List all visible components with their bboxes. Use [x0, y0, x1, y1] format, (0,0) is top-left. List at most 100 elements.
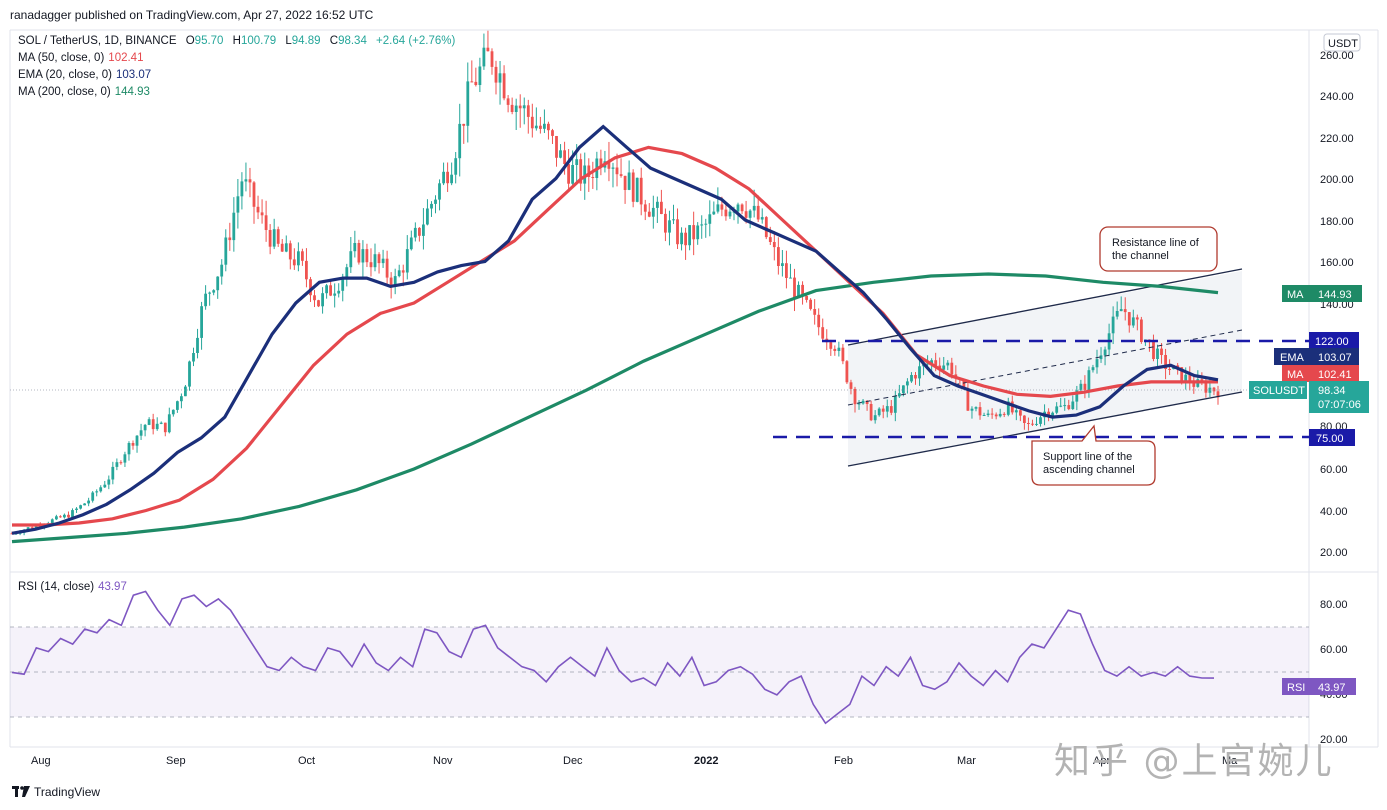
tag-ema-box — [1274, 348, 1359, 365]
candle-body — [321, 293, 324, 307]
candle-body — [494, 66, 498, 83]
legend-ema20[interactable]: EMA (20, close, 0) 103.07 — [18, 69, 151, 81]
candle-body — [571, 165, 574, 184]
candle-body — [599, 158, 603, 168]
candle-body — [591, 177, 595, 178]
candle-body — [1184, 374, 1188, 383]
legend-ma50[interactable]: MA (50, close, 0) 102.41 — [18, 52, 143, 64]
candle-body — [712, 211, 716, 215]
legend-rsi[interactable]: RSI (14, close) 43.97 — [18, 581, 127, 593]
tag-level-122-box — [1309, 332, 1359, 349]
tag-last-price[interactable]: SOLUSDT 98.34 07:07:06 — [1249, 381, 1369, 413]
candle-body — [708, 214, 712, 224]
price-tick-160: 160.00 — [1320, 257, 1354, 269]
candles-layer — [10, 30, 1220, 536]
tag-level-75[interactable]: 75.00 — [1309, 429, 1355, 446]
ma50-line[interactable] — [12, 145, 1218, 527]
candle-body — [155, 423, 159, 430]
candle-body — [151, 419, 155, 430]
candle-body — [1131, 317, 1135, 326]
watermark: 知乎 @上官婉儿 — [1054, 741, 1334, 782]
time-tick-dec: Dec — [563, 755, 583, 767]
candle-body — [1010, 401, 1014, 413]
candle-body — [192, 353, 195, 362]
footer-brand[interactable]: TradingView — [12, 785, 100, 799]
candle-body — [232, 212, 236, 241]
candle-body — [668, 220, 671, 233]
price-tick-20: 20.00 — [1320, 547, 1348, 559]
candle-body — [530, 116, 534, 129]
candle-body — [962, 380, 966, 389]
candle-body — [430, 203, 433, 209]
tag-rsi-value: 43.97 — [1318, 682, 1346, 694]
resistance-callout[interactable]: Resistance line of the channel — [1099, 226, 1218, 272]
candle-body — [34, 525, 38, 529]
candle-body — [728, 211, 732, 217]
candle-body — [397, 270, 401, 277]
time-tick-may: Ma — [1222, 755, 1238, 767]
candle-body — [647, 211, 651, 217]
candle-body — [1216, 391, 1220, 398]
candle-body — [422, 224, 425, 236]
rsi-tick-60: 60.00 — [1320, 644, 1348, 656]
legend-ma50-value: 102.41 — [108, 52, 144, 64]
candle-body — [756, 205, 760, 220]
currency-badge-box[interactable] — [1323, 33, 1361, 52]
candle-body — [817, 314, 821, 328]
candle-body — [615, 167, 619, 175]
candle-body — [869, 404, 873, 421]
tag-level-122-value: 122.00 — [1315, 336, 1349, 348]
resistance-line[interactable] — [847, 268, 1243, 346]
channel-midline[interactable] — [847, 329, 1243, 406]
candle-body — [772, 242, 776, 248]
tag-ma50-box — [1282, 365, 1359, 382]
tag-last-value: 98.34 — [1318, 385, 1346, 397]
candle-body — [393, 276, 397, 287]
ema20-line[interactable] — [11, 124, 1219, 535]
candle-body — [228, 237, 232, 241]
legend-symbol-row: SOL / TetherUS, 1D, BINANCE O95.70 H100.… — [18, 35, 455, 47]
candle-body — [1095, 359, 1099, 368]
time-tick-sep: Sep — [166, 755, 186, 767]
tag-ma200[interactable]: MA 144.93 — [1282, 285, 1362, 302]
candle-body — [345, 267, 349, 278]
candle-body — [1115, 311, 1119, 317]
candle-body — [1168, 369, 1171, 370]
candle-body — [454, 158, 458, 175]
candle-body — [123, 454, 127, 463]
legend-rsi-label: RSI (14, close) — [18, 581, 95, 593]
rsi-tick-80: 80.00 — [1320, 599, 1348, 611]
ma200-line[interactable] — [11, 272, 1219, 544]
candle-body — [171, 409, 175, 415]
candle-body — [1127, 312, 1131, 326]
tag-level-122[interactable]: 122.00 — [1309, 332, 1359, 349]
legend-symbol[interactable]: SOL / TetherUS, 1D, BINANCE — [18, 35, 177, 47]
published-by: ranadagger published on TradingView.com,… — [10, 8, 374, 22]
candle-body — [950, 362, 954, 375]
legend-ma200[interactable]: MA (200, close, 0) 144.93 — [18, 86, 150, 98]
support-callout-line1: Support line of the — [1043, 451, 1132, 463]
rsi-line[interactable] — [11, 590, 1215, 725]
legend-ema20-value: 103.07 — [115, 69, 152, 81]
candle-body — [829, 342, 833, 349]
candle-body — [389, 277, 393, 287]
candle-body — [135, 435, 139, 446]
tag-ma50[interactable]: MA 102.41 — [1282, 365, 1359, 382]
tag-ema[interactable]: EMA 103.07 — [1274, 348, 1359, 365]
tag-rsi[interactable]: RSI 43.97 — [1282, 678, 1356, 695]
candle-body — [539, 125, 542, 129]
tag-ma200-label: MA — [1287, 289, 1304, 301]
candle-body — [256, 206, 260, 213]
candle-body — [248, 179, 252, 183]
candle-body — [365, 249, 369, 263]
support-line[interactable] — [847, 391, 1243, 467]
support-callout[interactable]: Support line of the ascending channel — [1031, 424, 1156, 486]
candle-body — [877, 408, 881, 416]
candle-body — [75, 508, 78, 510]
candle-body — [1014, 410, 1018, 413]
candle-body — [821, 327, 825, 339]
candle-body — [740, 204, 744, 212]
legend-high: 100.79 — [240, 35, 277, 47]
candle-body — [167, 414, 171, 433]
